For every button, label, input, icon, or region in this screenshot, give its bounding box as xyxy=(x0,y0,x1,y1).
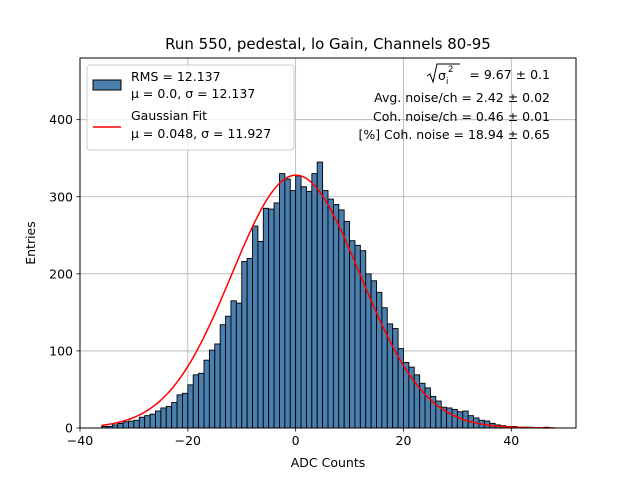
histogram-bar xyxy=(327,198,334,429)
histogram-bar xyxy=(386,323,394,429)
histogram-bar xyxy=(138,416,146,429)
histogram-bar xyxy=(349,240,356,429)
histogram-bar xyxy=(133,419,140,429)
histogram-bar xyxy=(273,202,280,429)
histogram-bar xyxy=(279,173,286,429)
histogram-bar xyxy=(305,190,313,429)
histogram-bar xyxy=(424,387,431,429)
histogram-bar xyxy=(257,241,264,429)
histogram-bar xyxy=(225,315,232,429)
histogram-bar xyxy=(289,190,297,429)
y-tick-label: 400 xyxy=(49,112,73,127)
histogram-bar xyxy=(295,175,302,429)
histogram-bar xyxy=(252,225,259,429)
y-tick-label: 300 xyxy=(49,189,73,204)
annotation-sigma-symbol: σ xyxy=(438,68,446,83)
y-tick-label: 0 xyxy=(65,421,73,436)
annotation-sigma-subscript: i xyxy=(446,77,448,87)
annotation-sigma-superscript: 2 xyxy=(448,65,453,75)
histogram-bar xyxy=(332,204,340,429)
x-tick-label: −20 xyxy=(175,433,201,448)
chart-title: Run 550, pedestal, lo Gain, Channels 80-… xyxy=(165,35,491,53)
x-axis-title: ADC Counts xyxy=(291,455,366,470)
histogram-bar xyxy=(235,302,243,429)
annotation-avg-noise: Avg. noise/ch = 2.42 ± 0.02 xyxy=(374,90,550,105)
legend-histogram-swatch xyxy=(92,79,122,91)
histogram-bar xyxy=(456,411,464,429)
histogram-bar xyxy=(208,349,216,429)
histogram-bar xyxy=(376,291,383,429)
histogram-bar xyxy=(284,178,291,429)
noise-annotations: σ i 2 = 9.67 ± 0.1 Avg. noise/ch = 2.42 … xyxy=(358,63,550,142)
annotation-coh-noise-percent: [%] Coh. noise = 18.94 ± 0.65 xyxy=(358,127,550,142)
annotation-sigma-value: = 9.67 ± 0.1 xyxy=(469,67,550,82)
histogram-bar xyxy=(311,173,318,429)
histogram-bar xyxy=(149,413,156,429)
gaussian-fit xyxy=(101,174,555,429)
histogram-bar xyxy=(181,392,189,429)
y-tick-label: 200 xyxy=(49,266,73,281)
histogram-bar xyxy=(343,220,351,429)
sqrt-symbol xyxy=(426,63,460,84)
y-tick-label: 100 xyxy=(49,343,73,358)
plot-frame xyxy=(79,57,577,429)
histogram-bar xyxy=(171,402,178,429)
histogram-bar xyxy=(214,343,221,429)
histogram-bar xyxy=(198,372,205,429)
x-tick-label: 40 xyxy=(503,433,519,448)
histogram-bar xyxy=(192,374,200,429)
x-tick-label: 20 xyxy=(396,433,412,448)
legend-histogram-stats: μ = 0.0, σ = 12.137 xyxy=(131,86,255,101)
histogram-bar xyxy=(187,384,194,429)
histogram-bar xyxy=(117,422,124,429)
y-axis-title: Entries xyxy=(23,221,38,265)
histogram-bar xyxy=(262,207,270,429)
histogram-bar xyxy=(155,410,162,429)
histogram-bar xyxy=(322,190,329,429)
histogram-bars xyxy=(101,161,550,429)
x-tick-label: 0 xyxy=(292,433,300,448)
gaussian-fit-curve xyxy=(101,174,555,429)
histogram-bar xyxy=(203,359,210,429)
histogram-bar xyxy=(241,261,248,429)
histogram-bar xyxy=(165,405,173,429)
histogram-bar xyxy=(338,209,345,429)
histogram-bar xyxy=(144,415,151,429)
x-tick-label: −40 xyxy=(67,433,93,448)
legend-fit-stats: μ = 0.048, σ = 11.927 xyxy=(131,126,271,141)
legend-histogram-label: RMS = 12.137 xyxy=(131,69,221,84)
histogram-bar xyxy=(246,257,253,429)
legend-fit-label: Gaussian Fit xyxy=(131,108,207,123)
histogram-bar xyxy=(268,208,275,429)
histogram-bar xyxy=(122,421,129,429)
legend-box xyxy=(86,64,295,151)
annotation-coh-noise: Coh. noise/ch = 0.46 ± 0.01 xyxy=(373,109,550,124)
histogram-bar xyxy=(230,300,237,429)
histogram-bar xyxy=(219,324,227,429)
histogram-bar xyxy=(128,420,135,429)
histogram-bar xyxy=(176,394,183,429)
histogram-bar xyxy=(451,409,458,429)
histogram-bar xyxy=(160,407,167,429)
histogram-bar xyxy=(392,328,399,429)
legend: RMS = 12.137 μ = 0.0, σ = 12.137 Gaussia… xyxy=(86,64,295,151)
histogram-bar xyxy=(316,161,324,429)
histogram-bar xyxy=(446,407,453,429)
histogram-bar xyxy=(300,186,307,429)
